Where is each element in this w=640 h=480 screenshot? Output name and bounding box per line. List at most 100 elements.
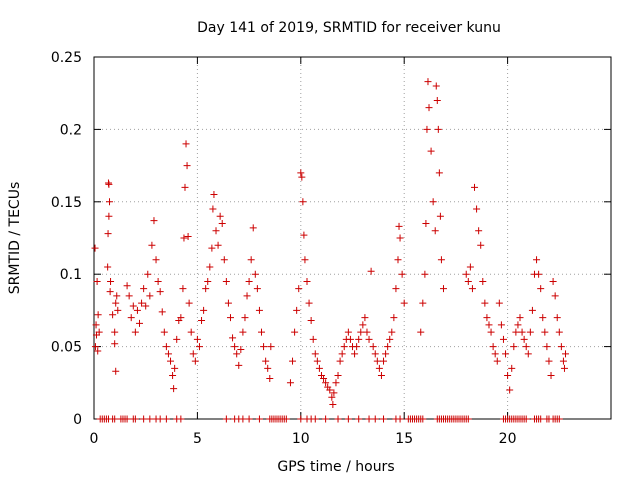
data-point	[377, 372, 385, 380]
data-point	[329, 401, 337, 409]
data-point	[315, 364, 323, 372]
data-point	[282, 415, 290, 423]
data-point	[524, 350, 532, 358]
data-point	[150, 217, 158, 225]
data-point	[297, 169, 305, 177]
data-point	[148, 241, 156, 249]
data-point	[495, 299, 503, 307]
data-point	[146, 292, 154, 300]
data-point	[235, 361, 243, 369]
data-point	[361, 314, 369, 322]
data-point	[559, 357, 567, 365]
data-point	[133, 306, 141, 314]
data-point	[353, 343, 361, 351]
data-point	[553, 314, 561, 322]
data-point	[127, 314, 135, 322]
data-point	[429, 198, 437, 206]
data-point	[251, 270, 259, 278]
y-tick-label: 0.1	[60, 267, 82, 283]
y-tick-label: 0	[73, 412, 82, 428]
data-point	[204, 277, 212, 285]
data-point	[435, 169, 443, 177]
data-point	[479, 277, 487, 285]
data-point	[375, 364, 383, 372]
plot-frame	[93, 56, 612, 420]
data-point	[293, 306, 301, 314]
data-point	[502, 350, 510, 358]
data-point	[555, 328, 563, 336]
data-point	[543, 343, 551, 351]
data-point	[106, 198, 114, 206]
data-point	[371, 415, 379, 423]
data-point	[395, 222, 403, 230]
data-point	[471, 183, 479, 191]
data-point	[514, 321, 522, 329]
data-point	[537, 415, 545, 423]
data-point	[253, 285, 261, 293]
data-point	[322, 415, 330, 423]
chart-title: Day 141 of 2019, SRMTID for receiver kun…	[197, 20, 501, 36]
data-point	[485, 321, 493, 329]
data-point	[144, 270, 152, 278]
data-point	[222, 277, 230, 285]
data-point	[396, 234, 404, 242]
data-point	[400, 299, 408, 307]
data-point	[239, 328, 247, 336]
data-point	[344, 328, 352, 336]
data-point	[473, 205, 481, 213]
data-point	[508, 364, 516, 372]
data-point	[390, 314, 398, 322]
data-point	[367, 267, 375, 275]
data-point	[91, 244, 99, 252]
data-point	[189, 350, 197, 358]
data-point	[245, 277, 253, 285]
data-point	[243, 292, 251, 300]
data-point	[371, 350, 379, 358]
data-point	[160, 328, 168, 336]
data-point	[533, 256, 541, 264]
data-point	[528, 306, 536, 314]
data-point	[468, 285, 476, 293]
data-point	[541, 328, 549, 336]
y-tick-label: 0.2	[60, 122, 82, 138]
data-point	[111, 415, 119, 423]
data-point	[214, 241, 222, 249]
data-point	[206, 263, 214, 271]
data-point	[419, 299, 427, 307]
data-point	[129, 302, 137, 310]
data-point	[105, 180, 113, 188]
data-point	[131, 415, 139, 423]
data-point	[209, 205, 217, 213]
data-point	[191, 357, 199, 365]
data-point	[92, 321, 100, 329]
y-tick-label: 0.05	[51, 340, 82, 356]
data-point	[396, 415, 404, 423]
data-point	[135, 319, 143, 327]
data-point	[522, 343, 530, 351]
data-point	[198, 317, 206, 325]
data-point	[181, 183, 189, 191]
data-point	[562, 350, 570, 358]
data-point	[249, 224, 257, 232]
data-point	[419, 415, 427, 423]
data-point	[255, 306, 263, 314]
data-point	[537, 285, 545, 293]
data-point	[231, 343, 239, 351]
data-point	[154, 277, 162, 285]
data-point	[506, 386, 514, 394]
data-point	[140, 285, 148, 293]
data-point	[309, 335, 317, 343]
data-point	[557, 343, 565, 351]
data-point	[260, 343, 268, 351]
y-tick-label: 0.25	[51, 50, 82, 66]
data-point	[493, 357, 501, 365]
tick-labels: 0 5 10 15 20 0 0.05 0.1 0.15 0.2 0.25	[51, 50, 517, 447]
data-point	[180, 234, 188, 242]
data-point	[487, 328, 495, 336]
data-point	[434, 125, 442, 133]
data-point	[177, 415, 185, 423]
data-point	[208, 244, 216, 252]
data-point	[233, 350, 241, 358]
x-tick-label: 10	[292, 431, 310, 447]
